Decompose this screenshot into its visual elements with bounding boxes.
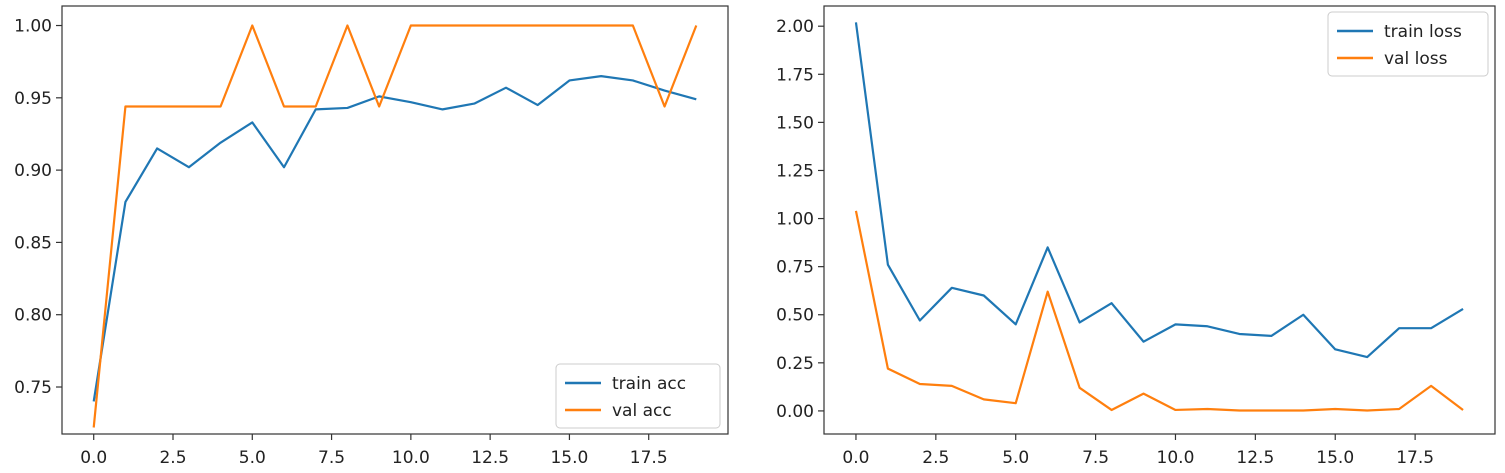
- x-tick-label: 7.5: [318, 448, 345, 468]
- legend-label: train acc: [612, 374, 686, 394]
- x-tick-label: 17.5: [1396, 448, 1434, 468]
- plot-frame: [61, 5, 729, 435]
- y-tick-label: 0.90: [14, 161, 52, 181]
- y-tick-label: 0.95: [14, 89, 52, 109]
- y-tick-label: 1.00: [776, 210, 814, 230]
- legend-label: val loss: [1384, 49, 1448, 69]
- y-tick-label: 2.00: [776, 17, 814, 37]
- chart-2: 0.0 2.5 5.0 7.5 10.0 12.5 15.0 17.5 0.00 0.25 0.50…: [776, 5, 1496, 468]
- y-tick-label: 1.00: [14, 17, 52, 37]
- series-line-val-loss: [854, 210, 1464, 412]
- x-tick-label: 7.5: [1082, 448, 1109, 468]
- chart-1: 0.0 2.5 5.0 7.5 10.0 12.5 15.0 17.5 0.75 0.80 0.85…: [14, 5, 729, 468]
- y-tick-label: 0.75: [14, 378, 52, 398]
- y-tick-label: 1.75: [776, 65, 814, 85]
- legend-label: val acc: [612, 401, 672, 421]
- legend: train acc val acc: [555, 363, 721, 429]
- x-tick-label: 10.0: [1157, 448, 1195, 468]
- legend-label: train loss: [1384, 22, 1462, 42]
- y-tick-label: 0.80: [14, 306, 52, 326]
- y-tick-label: 0.75: [776, 258, 814, 278]
- x-tick-label: 12.5: [1236, 448, 1274, 468]
- x-tick-label: 2.5: [159, 448, 186, 468]
- legend: train loss val loss: [1327, 11, 1489, 77]
- x-tick-label: 0.0: [842, 448, 869, 468]
- x-tick-label: 15.0: [550, 448, 588, 468]
- x-tick-label: 2.5: [922, 448, 949, 468]
- x-tick-label: 5.0: [1002, 448, 1029, 468]
- x-tick-label: 5.0: [239, 448, 266, 468]
- y-tick-label: 0.25: [776, 354, 814, 374]
- y-tick-label: 0.50: [776, 306, 814, 326]
- series-line-train-loss: [854, 22, 1464, 359]
- plot-frame: [823, 5, 1496, 435]
- legend-box: [555, 363, 721, 429]
- x-tick-label: 0.0: [80, 448, 107, 468]
- y-tick-label: 1.50: [776, 113, 814, 133]
- x-tick-label: 10.0: [392, 448, 430, 468]
- series-line-val-acc: [92, 24, 698, 428]
- x-tick-label: 12.5: [471, 448, 509, 468]
- x-tick-label: 17.5: [630, 448, 668, 468]
- y-tick-label: 1.25: [776, 161, 814, 181]
- y-tick-label: 0.85: [14, 233, 52, 253]
- x-tick-label: 15.0: [1316, 448, 1354, 468]
- y-tick-label: 0.00: [776, 402, 814, 422]
- series-line-train-acc: [92, 75, 697, 402]
- legend-box: [1327, 11, 1489, 77]
